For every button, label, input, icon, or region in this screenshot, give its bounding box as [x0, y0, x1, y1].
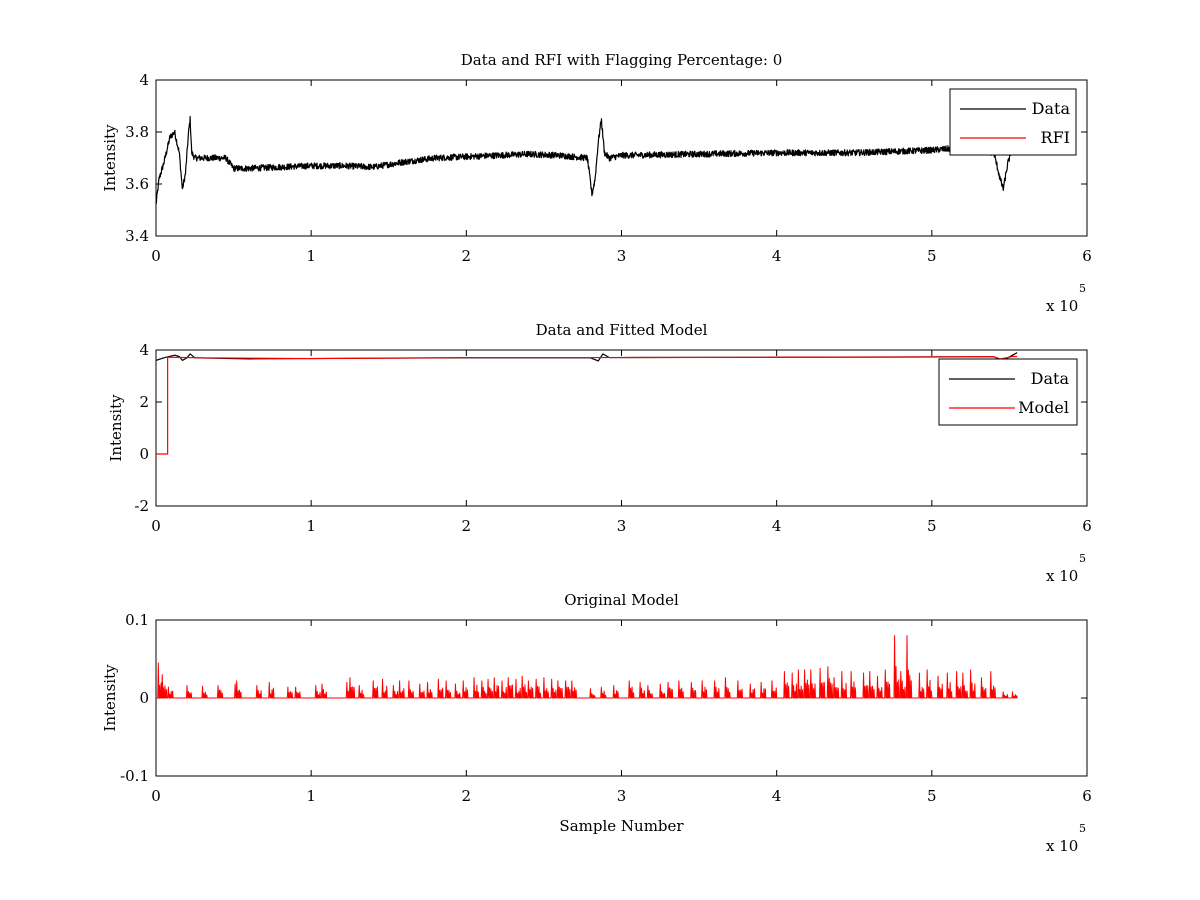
x-exponent-power: 5 — [1079, 552, 1086, 565]
chart-title: Data and Fitted Model — [536, 321, 708, 339]
x-axis-label: Sample Number — [559, 817, 684, 835]
series-line-model — [156, 355, 1018, 455]
x-exponent-power: 5 — [1079, 282, 1086, 295]
x-tick-label: 6 — [1082, 787, 1092, 805]
y-tick-label: 0.1 — [125, 611, 149, 629]
y-tick-label: 3.8 — [125, 123, 149, 141]
x-tick-label: 2 — [462, 517, 472, 535]
y-axis-label: Intensity — [107, 394, 125, 462]
y-tick-label: -0.1 — [120, 767, 149, 785]
x-tick-label: 6 — [1082, 517, 1092, 535]
legend-label: Data — [1032, 99, 1071, 118]
x-tick-label: 5 — [927, 787, 937, 805]
y-tick-label: 0 — [139, 445, 149, 463]
legend-label: Data — [1031, 369, 1070, 388]
y-tick-label: 2 — [139, 393, 149, 411]
y-tick-label: 3.4 — [125, 227, 149, 245]
x-tick-label: 0 — [151, 787, 161, 805]
legend-box — [949, 88, 1077, 156]
plot-area — [156, 115, 1018, 205]
x-tick-label: 0 — [151, 517, 161, 535]
chart-title: Data and RFI with Flagging Percentage: 0 — [461, 51, 783, 69]
x-tick-label: 1 — [306, 247, 316, 265]
chart-title: Original Model — [564, 591, 679, 609]
x-tick-label: 3 — [617, 787, 627, 805]
legend-label: RFI — [1041, 128, 1070, 147]
x-exponent-base: x 10 — [1046, 297, 1078, 315]
x-tick-label: 4 — [772, 787, 782, 805]
x-tick-label: 3 — [617, 247, 627, 265]
x-exponent-base: x 10 — [1046, 837, 1078, 855]
y-tick-label: -2 — [134, 497, 149, 515]
x-tick-label: 5 — [927, 517, 937, 535]
legend-box — [938, 358, 1078, 426]
y-tick-label: 4 — [139, 71, 149, 89]
legend: Data RFI — [949, 88, 1077, 156]
legend: Data Model — [938, 358, 1078, 426]
x-exponent-base: x 10 — [1046, 567, 1078, 585]
y-tick-label: 3.6 — [125, 175, 149, 193]
x-tick-label: 0 — [151, 247, 161, 265]
x-tick-label: 3 — [617, 517, 627, 535]
x-tick-label: 1 — [306, 787, 316, 805]
y-axis-label: Intensity — [101, 124, 119, 192]
series-line-model — [156, 635, 1018, 699]
plot-area — [156, 635, 1018, 699]
x-exponent-power: 5 — [1079, 822, 1086, 835]
legend-label: Model — [1018, 398, 1069, 417]
x-tick-label: 4 — [772, 247, 782, 265]
x-tick-label: 4 — [772, 517, 782, 535]
y-tick-label: 0 — [139, 689, 149, 707]
x-tick-label: 2 — [462, 787, 472, 805]
y-tick-label: 4 — [139, 341, 149, 359]
x-tick-label: 2 — [462, 247, 472, 265]
x-tick-label: 5 — [927, 247, 937, 265]
x-tick-label: 6 — [1082, 247, 1092, 265]
x-tick-label: 1 — [306, 517, 316, 535]
y-axis-label: Intensity — [101, 664, 119, 732]
plot-area — [156, 352, 1018, 455]
series-line-data — [156, 115, 1018, 205]
